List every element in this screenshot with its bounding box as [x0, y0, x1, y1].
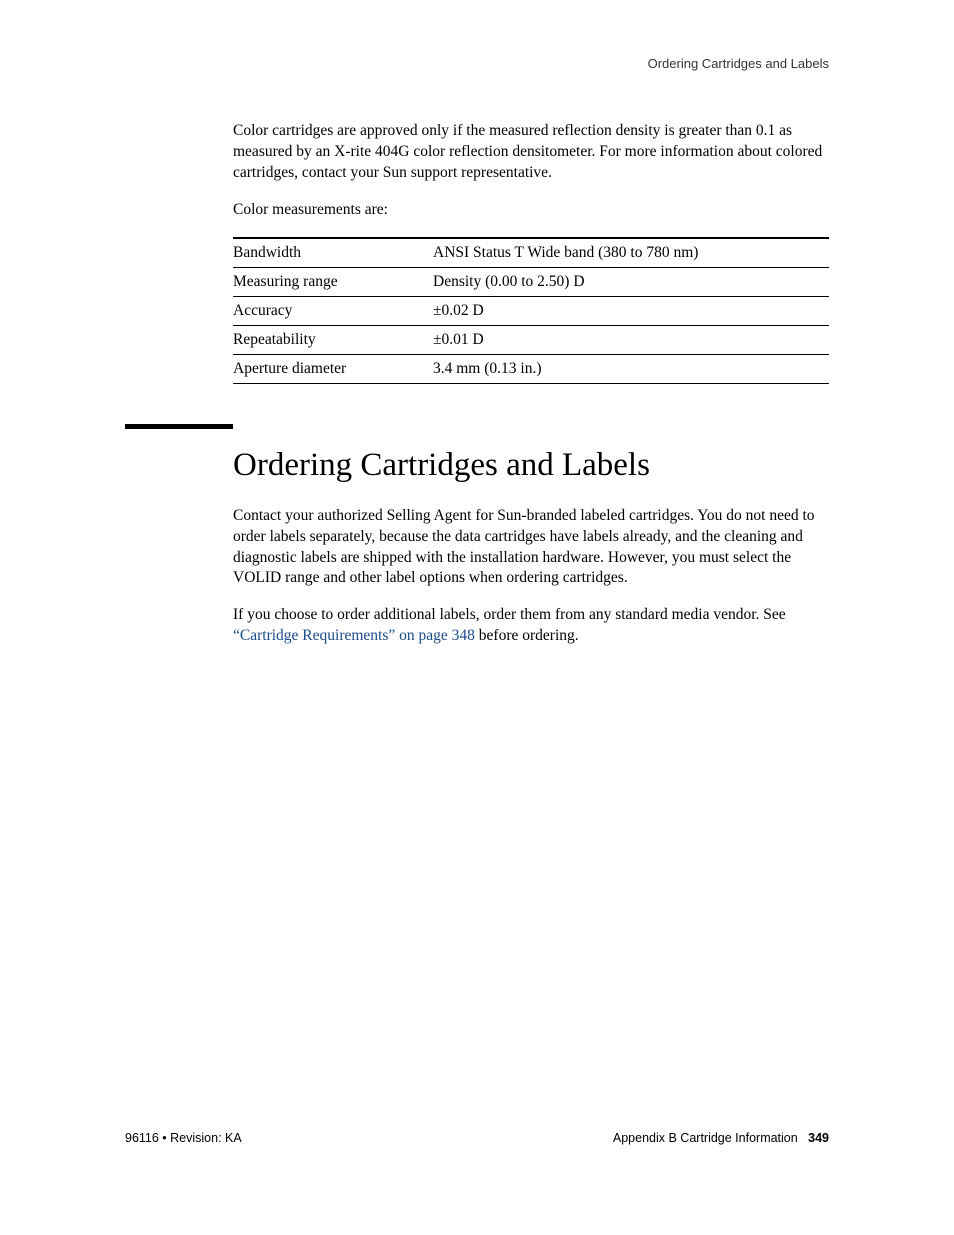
- table-cell-value: ±0.01 D: [433, 325, 829, 354]
- table-cell-value: ±0.02 D: [433, 296, 829, 325]
- section-divider: [125, 424, 233, 429]
- table-row: Measuring range Density (0.00 to 2.50) D: [233, 267, 829, 296]
- table-cell-label: Measuring range: [233, 267, 433, 296]
- section-paragraph-2: If you choose to order additional labels…: [233, 605, 829, 647]
- cross-reference-link[interactable]: “Cartridge Requirements” on page 348: [233, 627, 475, 644]
- footer-appendix-label: Appendix B Cartridge Information: [613, 1131, 798, 1145]
- table-cell-label: Bandwidth: [233, 238, 433, 268]
- table-row: Bandwidth ANSI Status T Wide band (380 t…: [233, 238, 829, 268]
- section-title: Ordering Cartridges and Labels: [233, 447, 829, 484]
- footer-left: 96116 • Revision: KA: [125, 1131, 242, 1145]
- table-cell-label: Repeatability: [233, 325, 433, 354]
- intro-paragraph-1: Color cartridges are approved only if th…: [233, 121, 829, 184]
- table-cell-value: ANSI Status T Wide band (380 to 780 nm): [433, 238, 829, 268]
- table-row: Aperture diameter 3.4 mm (0.13 in.): [233, 354, 829, 383]
- measurements-table: Bandwidth ANSI Status T Wide band (380 t…: [233, 237, 829, 384]
- text-post-link: before ordering.: [475, 627, 579, 644]
- page-number: 349: [808, 1131, 829, 1145]
- section-paragraph-1: Contact your authorized Selling Agent fo…: [233, 506, 829, 590]
- table-cell-label: Aperture diameter: [233, 354, 433, 383]
- table-cell-value: Density (0.00 to 2.50) D: [433, 267, 829, 296]
- text-pre-link: If you choose to order additional labels…: [233, 606, 786, 623]
- table-row: Repeatability ±0.01 D: [233, 325, 829, 354]
- footer-right: Appendix B Cartridge Information 349: [613, 1131, 829, 1145]
- section-content: Ordering Cartridges and Labels Contact y…: [125, 447, 829, 648]
- body-content: Color cartridges are approved only if th…: [125, 121, 829, 384]
- page-container: Ordering Cartridges and Labels Color car…: [0, 0, 954, 1235]
- intro-paragraph-2: Color measurements are:: [233, 200, 829, 221]
- page-footer: 96116 • Revision: KA Appendix B Cartridg…: [125, 1131, 829, 1145]
- table-cell-label: Accuracy: [233, 296, 433, 325]
- table-row: Accuracy ±0.02 D: [233, 296, 829, 325]
- running-header: Ordering Cartridges and Labels: [125, 56, 829, 71]
- table-cell-value: 3.4 mm (0.13 in.): [433, 354, 829, 383]
